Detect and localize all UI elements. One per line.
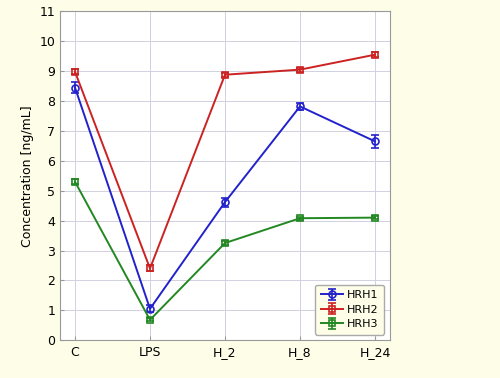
Legend: HRH1, HRH2, HRH3: HRH1, HRH2, HRH3: [315, 285, 384, 335]
Y-axis label: Concentration [ng/mL]: Concentration [ng/mL]: [20, 105, 34, 246]
